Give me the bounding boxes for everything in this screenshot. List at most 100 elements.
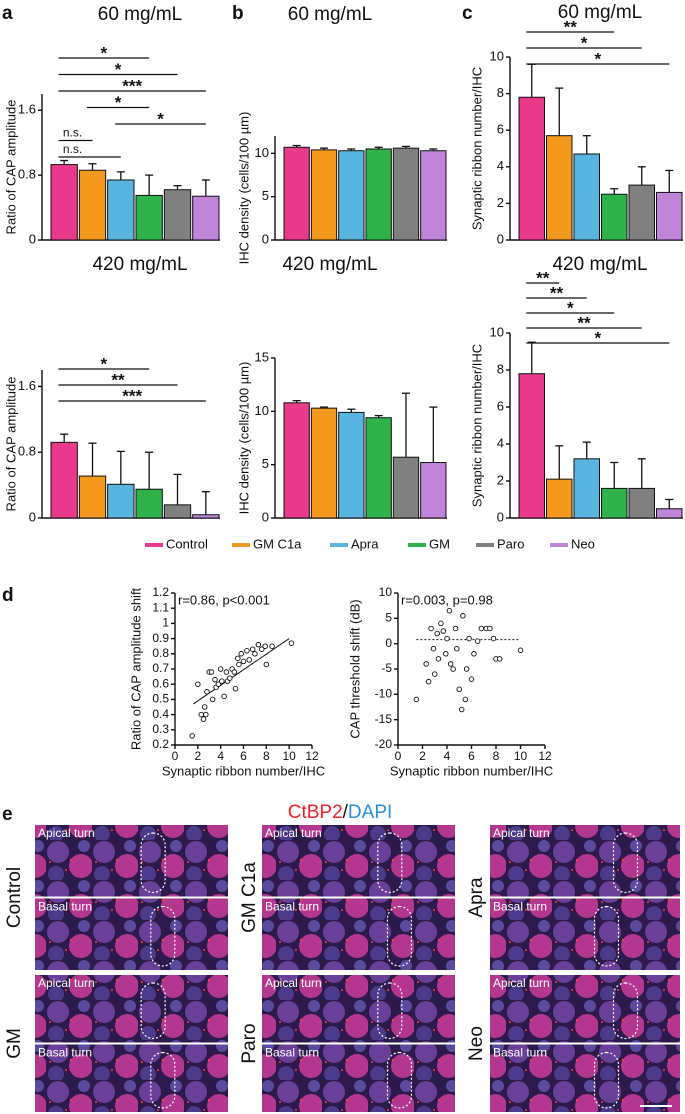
legend-label: GM C1a	[253, 536, 302, 551]
y-tick-label: 0.8	[18, 444, 36, 459]
y-tick-label: 10	[255, 145, 269, 160]
ihc-outline	[386, 905, 413, 967]
bar	[283, 402, 310, 519]
point	[203, 711, 209, 718]
bar	[338, 411, 365, 519]
bar	[192, 195, 220, 241]
point	[209, 696, 216, 703]
bar	[656, 191, 683, 241]
micrograph	[490, 1044, 680, 1112]
micrograph	[490, 825, 680, 897]
significance-label: n.s.	[63, 126, 82, 140]
point	[217, 666, 224, 672]
point	[212, 676, 218, 683]
y-axis-label: Synaptic ribbon number/IHC	[469, 67, 484, 230]
chart-title: 60 mg/mL	[98, 4, 182, 25]
point	[487, 625, 493, 632]
x-tick-label: 10	[514, 749, 528, 763]
point	[249, 646, 256, 652]
ihc-outline	[140, 982, 166, 1040]
point	[466, 635, 472, 642]
y-tick-label: 1.6	[18, 102, 36, 117]
point	[446, 607, 453, 614]
point	[235, 655, 241, 662]
point	[517, 647, 524, 654]
point	[227, 675, 233, 681]
panel-label: e	[2, 804, 13, 825]
x-tick-label: 6	[240, 749, 247, 763]
point	[200, 716, 207, 722]
y-tick-label: 2	[497, 195, 504, 210]
significance-label: **	[550, 283, 564, 302]
point	[432, 671, 438, 677]
micrograph	[35, 975, 228, 1043]
point	[496, 656, 503, 662]
ihc-outline	[612, 982, 639, 1040]
turn-label: Apical turn	[265, 976, 322, 990]
ihc-outline	[150, 1051, 176, 1109]
bar	[135, 194, 163, 241]
bar	[546, 135, 573, 241]
legend-label: GM	[429, 536, 450, 551]
turn-label: Basal turn	[493, 900, 547, 914]
point	[221, 693, 227, 700]
point	[456, 686, 463, 693]
significance-label: **	[577, 313, 591, 332]
turn-label: Basal turn	[265, 900, 319, 914]
significance-label: *	[115, 60, 122, 79]
micrograph	[490, 975, 680, 1043]
bar	[310, 149, 338, 241]
bar	[546, 478, 573, 519]
point	[189, 733, 195, 739]
point	[259, 646, 265, 652]
y-tick-label: 0	[29, 231, 36, 246]
x-tick-label: 2	[194, 749, 201, 763]
significance-label: *	[567, 298, 574, 317]
x-tick-label: 8	[493, 749, 500, 763]
point	[458, 706, 465, 713]
point	[215, 681, 222, 687]
micrograph	[35, 1044, 228, 1112]
y-tick-label: 10	[255, 403, 269, 418]
legend-label: Paro	[497, 536, 524, 551]
point	[262, 643, 268, 649]
y-tick-label: 1	[162, 616, 169, 630]
significance-label: *	[581, 33, 588, 52]
group-label: Control	[4, 867, 25, 928]
x-tick-label: 0	[395, 749, 402, 763]
micrograph	[262, 975, 455, 1043]
turn-label: Apical turn	[493, 826, 550, 840]
annotation: r=0.86, p<0.001	[178, 592, 270, 607]
bar	[518, 96, 545, 241]
y-tick-label: 6	[497, 398, 504, 413]
turn-label: Apical turn	[38, 826, 95, 840]
point	[269, 643, 275, 649]
group-label: Paro	[239, 1023, 260, 1063]
point	[452, 625, 459, 632]
y-tick-label: 0	[29, 509, 36, 524]
bar	[601, 487, 628, 519]
point	[434, 630, 440, 637]
y-axis-label: IHC density (cells/100 µm)	[236, 112, 251, 265]
point	[474, 638, 481, 644]
y-tick-label: 0.8	[18, 167, 36, 182]
bar	[573, 458, 600, 519]
micrograph	[490, 898, 680, 970]
micrograph	[262, 825, 455, 897]
y-tick-label: 0	[497, 509, 504, 524]
y-tick-label: 8	[497, 85, 504, 100]
y-tick-label: 0	[262, 509, 269, 524]
x-tick-label: 10	[282, 749, 296, 763]
point	[231, 669, 238, 675]
x-tick-label: 4	[217, 749, 224, 763]
y-tick-label: 8	[497, 361, 504, 376]
ihc-outline	[593, 1051, 620, 1109]
point	[208, 669, 215, 675]
point	[450, 666, 456, 672]
bar	[392, 147, 420, 241]
micrograph-title-part: DAPI	[348, 802, 392, 823]
y-tick-label: 0.3	[152, 722, 169, 736]
y-tick-label: 2	[497, 472, 504, 487]
bar	[365, 148, 392, 241]
point	[201, 704, 208, 710]
